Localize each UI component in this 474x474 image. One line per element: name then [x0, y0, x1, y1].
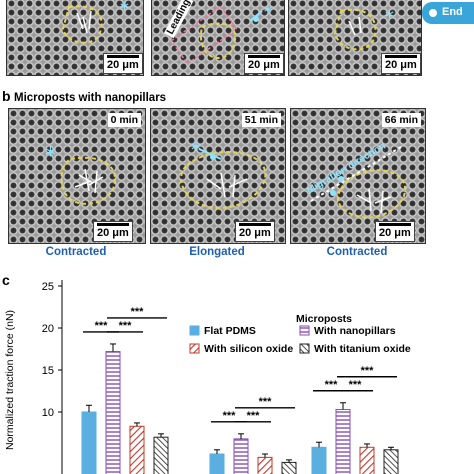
- legend: Flat PDMS With nanopillars With silicon ox…: [189, 325, 411, 355]
- significance-label: ***: [247, 410, 261, 422]
- scalebar-b-2: 20 μm: [235, 221, 275, 242]
- bar: [233, 438, 249, 474]
- bar: [311, 446, 327, 474]
- end-label: End: [442, 6, 463, 18]
- y-tick-label: 20: [42, 323, 54, 335]
- legend-swatch: [299, 325, 310, 336]
- panel-b-image-2: * 51 min 20 μm: [150, 108, 286, 244]
- panel-b-letter: b: [2, 88, 11, 104]
- scalebar-b-3: 20 μm: [375, 221, 415, 242]
- significance-marks: *** *** *** *** *** *** *** *** ***: [83, 306, 397, 423]
- panel-b-image-1: * 0 min 20 μm: [8, 108, 146, 244]
- svg-text:*: *: [120, 0, 129, 20]
- significance-label: ***: [259, 396, 273, 408]
- y-tick-label: 25: [42, 281, 54, 293]
- panel-a-overlay-1: *: [61, 0, 129, 44]
- y-axis: 10 15 20 25: [42, 280, 63, 474]
- scalebar-a-3: 20 μm: [381, 53, 421, 74]
- bar: [81, 411, 97, 474]
- panel-b-title: Microposts with nanopillars: [14, 92, 167, 104]
- scalebar-a-2: 20 μm: [244, 53, 284, 74]
- panel-c-letter: c: [2, 272, 10, 288]
- bar: [209, 453, 225, 474]
- significance-label: ***: [223, 410, 237, 422]
- panel-b-overlay-2: *: [180, 138, 267, 209]
- significance-label: ***: [349, 379, 363, 391]
- bar: [335, 408, 351, 474]
- bar: [281, 461, 297, 474]
- svg-text:*: *: [264, 2, 272, 21]
- panel-b-overlay-3: [310, 146, 407, 219]
- panel-a-image-3: * 20 μm: [288, 0, 422, 76]
- significance-label: ***: [95, 320, 109, 332]
- legend-swatch: [299, 343, 310, 354]
- state-label-2: Elongated: [189, 246, 245, 258]
- legend-swatch: [189, 343, 200, 354]
- svg-text:*: *: [45, 144, 56, 169]
- scalebar-b-1: 20 μm: [93, 221, 133, 242]
- bar: [383, 449, 399, 474]
- y-tick-label: 10: [42, 407, 54, 419]
- legend-label: With nanopillars: [314, 325, 396, 337]
- panel-b-overlay-1: *: [45, 144, 116, 205]
- time-b-1: 0 min: [107, 113, 141, 127]
- legend-swatch: [189, 325, 200, 336]
- legend-label: With silicon oxide: [204, 343, 293, 355]
- scalebar-a-1: 20 μm: [103, 53, 143, 74]
- end-dot-icon: [429, 9, 437, 17]
- panel-a-image-2: * Leading 20 μm: [151, 0, 285, 76]
- panel-a-overlay-2: *: [170, 2, 272, 65]
- legend-label: With titanium oxide: [314, 343, 411, 355]
- panel-b-image-3: Migration direction 66 min 20 μm: [290, 108, 426, 244]
- state-label-3: Contracted: [326, 246, 388, 258]
- state-label-1: Contracted: [45, 246, 107, 258]
- y-axis-label: Normalized traction force (nN): [4, 310, 16, 450]
- significance-label: ***: [361, 365, 375, 377]
- bar: [105, 351, 121, 474]
- significance-label: ***: [131, 306, 145, 318]
- svg-text:*: *: [385, 7, 394, 28]
- legend-title: Microposts: [296, 313, 352, 325]
- bars: [81, 343, 399, 474]
- time-b-3: 66 min: [381, 113, 421, 127]
- bar: [359, 446, 375, 474]
- time-b-2: 51 min: [241, 113, 281, 127]
- significance-label: ***: [325, 379, 339, 391]
- panel-a-overlay-3: *: [333, 7, 394, 51]
- significance-label: ***: [119, 320, 133, 332]
- svg-text:*: *: [191, 138, 201, 162]
- bar: [257, 456, 273, 474]
- legend-label: Flat PDMS: [204, 325, 256, 337]
- bar: [129, 425, 145, 474]
- bar: [153, 436, 169, 474]
- end-legend: End: [422, 2, 474, 24]
- y-tick-label: 15: [42, 365, 54, 377]
- panel-a-image-1: * 20 μm: [6, 0, 144, 76]
